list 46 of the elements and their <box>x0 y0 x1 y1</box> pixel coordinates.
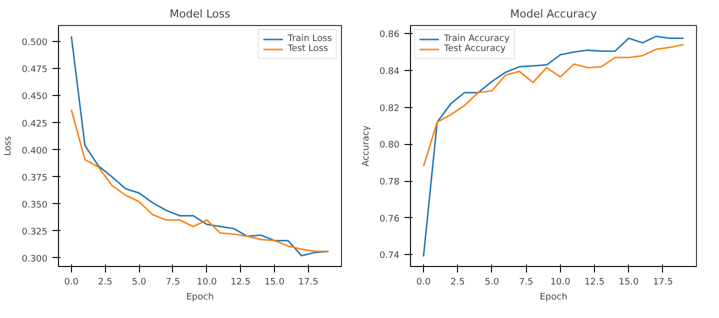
legend-label: Train Loss <box>288 34 332 44</box>
line-series <box>422 44 684 168</box>
x-tick-label: 17.5 <box>652 278 673 288</box>
chart-title: Model Accuracy <box>510 8 598 20</box>
x-tick-label: 12.5 <box>584 278 605 288</box>
x-tick-label: 7.5 <box>518 278 534 288</box>
y-tick-label: 0.425 <box>22 119 48 130</box>
x-tick-label: 0.0 <box>416 278 431 288</box>
legend-label: Test Accuracy <box>444 44 506 54</box>
x-axis-title: Epoch <box>540 292 568 302</box>
y-tick-label: 0.300 <box>22 254 48 264</box>
legend-label: Test Loss <box>288 44 328 54</box>
x-tick-label: 15.0 <box>264 278 285 288</box>
x-tick-label: 0.0 <box>64 278 79 288</box>
x-tick-label: 15.0 <box>618 278 640 288</box>
y-tick-label: 0.84 <box>379 66 400 77</box>
y-tick-label: 0.86 <box>379 30 400 40</box>
y-tick-label: 0.375 <box>22 173 48 184</box>
y-tick-label: 0.350 <box>22 200 48 210</box>
y-tick-label: 0.325 <box>22 227 48 238</box>
y-axis-title: Accuracy <box>361 124 372 167</box>
x-tick-label: 17.5 <box>298 278 318 288</box>
chart-title: Model Loss <box>170 8 231 20</box>
x-tick-label: 5.0 <box>132 278 146 288</box>
y-axis-title: Loss <box>4 136 14 156</box>
y-tick-label: 0.500 <box>22 38 48 48</box>
x-tick-label: 2.5 <box>98 278 112 288</box>
line-series <box>422 36 684 258</box>
x-tick-label: 2.5 <box>450 278 465 288</box>
line-series <box>70 36 330 256</box>
y-tick-label: 0.450 <box>22 92 48 102</box>
x-axis-title: Epoch <box>186 292 214 302</box>
y-tick-label: 0.80 <box>379 140 400 151</box>
line-series <box>70 109 330 252</box>
y-tick-label: 0.475 <box>22 65 48 76</box>
y-tick-label: 0.76 <box>379 214 400 224</box>
x-tick-label: 10.0 <box>550 278 571 288</box>
legend-label: Train Accuracy <box>444 34 510 44</box>
x-tick-label: 10.0 <box>196 278 218 288</box>
x-tick-label: 12.5 <box>230 278 251 288</box>
x-tick-label: 7.5 <box>166 278 180 288</box>
y-tick-label: 0.82 <box>379 104 400 114</box>
y-tick-label: 0.78 <box>379 178 400 188</box>
y-tick-label: 0.74 <box>379 251 400 262</box>
y-tick-label: 0.400 <box>22 146 48 156</box>
x-tick-label: 5.0 <box>484 278 500 288</box>
